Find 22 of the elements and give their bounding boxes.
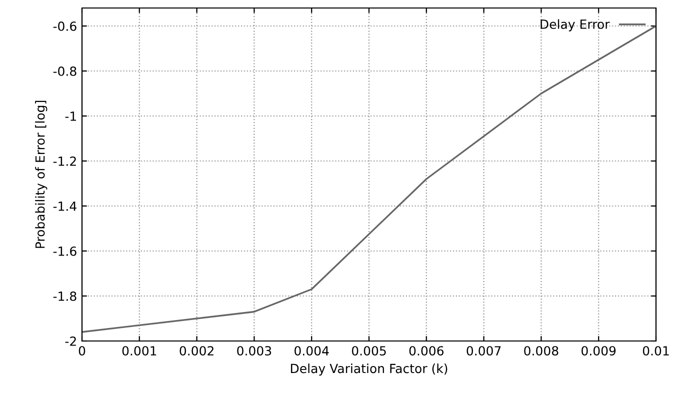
x-tick-label: 0.001: [122, 346, 156, 356]
y-tick-label: -1.8: [53, 291, 76, 301]
legend-label: Delay Error: [540, 19, 610, 32]
x-tick-label: 0.003: [237, 346, 272, 356]
y-axis-title: Probability of Error [log]: [35, 100, 48, 248]
y-tick-label: -1.4: [53, 202, 76, 211]
x-tick-label: 0.009: [582, 346, 616, 356]
y-tick-label: -1.2: [53, 156, 76, 166]
y-tick-label: -0.6: [53, 21, 76, 31]
y-tick-label: -0.8: [53, 66, 76, 76]
x-tick-label: 0.002: [180, 346, 214, 356]
x-axis-title: Delay Variation Factor (k): [290, 364, 448, 376]
x-tick-label: 0.005: [352, 346, 386, 356]
x-tick-label: 0.007: [466, 346, 501, 356]
x-tick-label: 0.01: [642, 346, 669, 356]
y-tick-label: -2: [65, 336, 76, 346]
y-tick-label: -1.6: [53, 246, 76, 256]
x-tick-label: 0: [78, 346, 86, 356]
x-tick-label: 0.008: [524, 346, 558, 356]
y-tick-label: -1: [65, 112, 76, 121]
x-tick-label: 0.006: [409, 346, 444, 356]
x-tick-label: 0.004: [294, 346, 329, 356]
